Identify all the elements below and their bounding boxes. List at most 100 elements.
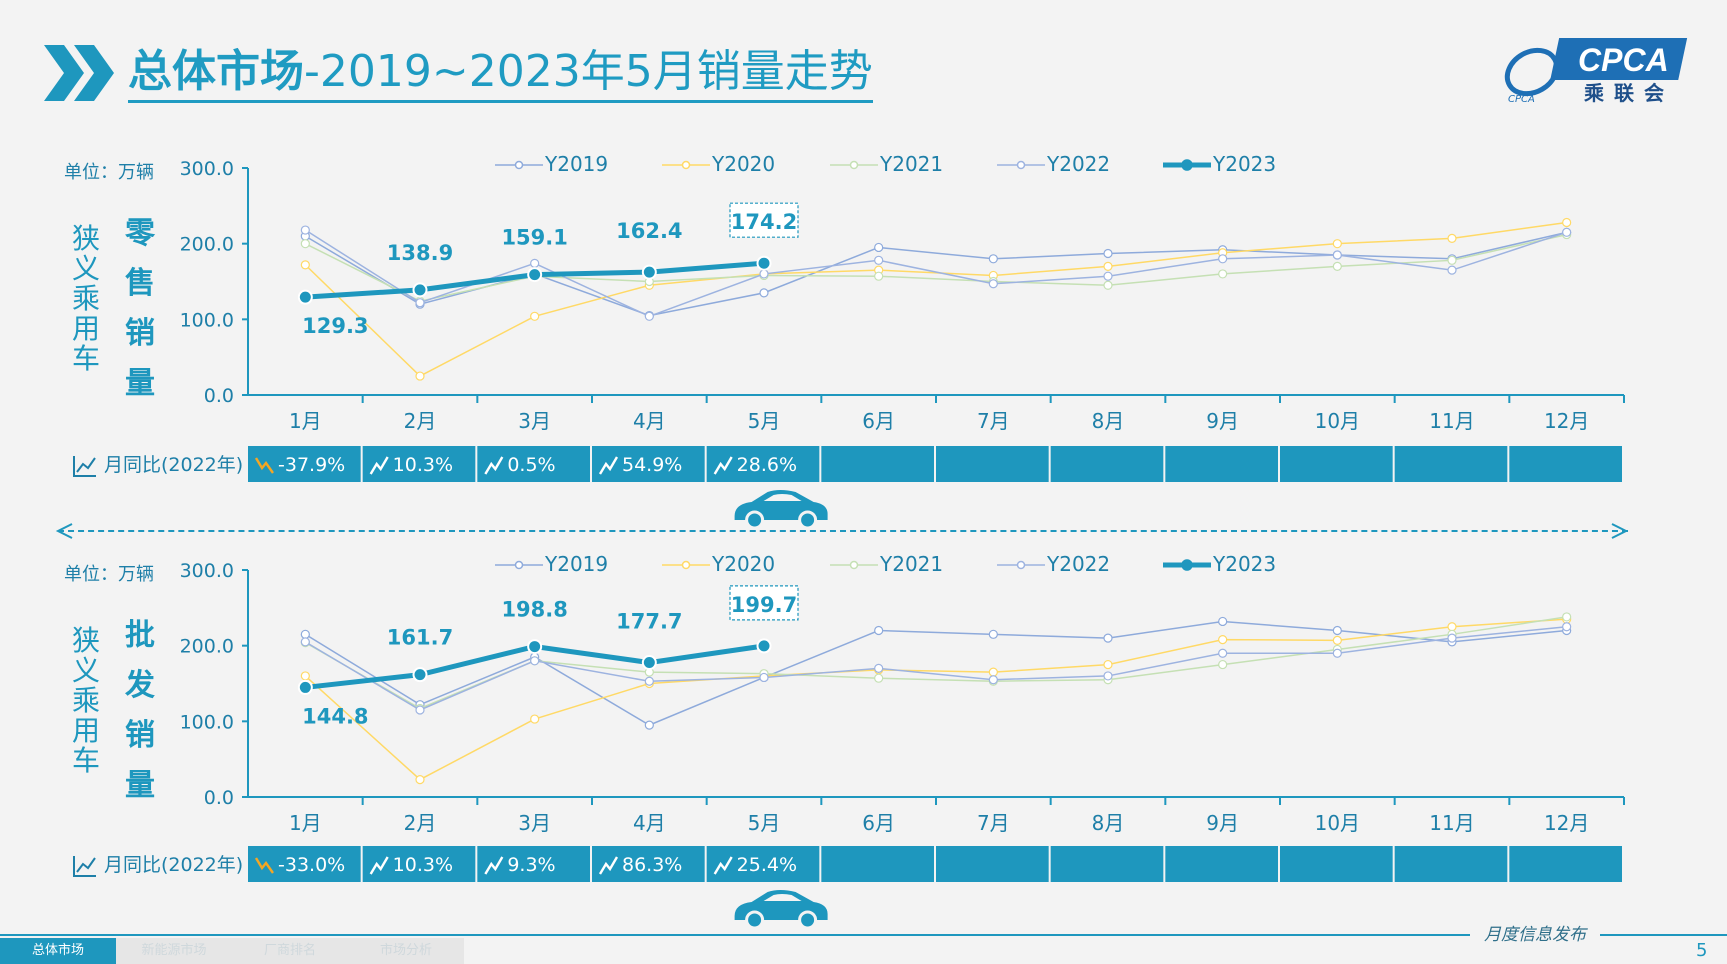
legend-label-Y2020: Y2020 [711, 552, 775, 576]
yoy-cell [1280, 446, 1393, 482]
yoy-value: 54.9% [622, 454, 682, 476]
data-point-Y2020 [530, 714, 540, 724]
car-icon [734, 890, 828, 930]
side-label-char: 发 [124, 668, 155, 703]
side-label-char: 用 [72, 312, 100, 345]
trend-up-icon [369, 856, 389, 875]
series-Y2020 [300, 217, 1572, 381]
trend-line [76, 457, 96, 473]
x-tick-label: 3月 [518, 409, 551, 433]
trend-up-line [369, 456, 389, 475]
yoy-cell [1050, 446, 1164, 482]
data-point-Y2020 [988, 667, 998, 677]
data-point-Y2022 [1218, 648, 1228, 658]
x-tick-label: 7月 [977, 409, 1010, 433]
yoy-cell [1509, 846, 1622, 882]
tab-market-analysis[interactable]: 市场分析 [348, 938, 464, 964]
yoy-cell [706, 846, 820, 882]
data-point-Y2023 [297, 289, 313, 305]
data-point-Y2021 [874, 271, 884, 281]
x-tick-label: 10月 [1315, 409, 1360, 433]
data-label: 159.1 [501, 226, 567, 250]
chevron-icon [44, 45, 114, 101]
tab-nev-market[interactable]: 新能源市场 [116, 938, 232, 964]
x-tick-label: 4月 [633, 811, 666, 835]
tab-maker-ranking[interactable]: 厂商排名 [232, 938, 348, 964]
data-point-Y2020 [300, 671, 310, 681]
x-tick-label: 7月 [977, 811, 1010, 835]
x-tick-label: 2月 [404, 409, 437, 433]
tab-overall-market[interactable]: 总体市场 [0, 938, 116, 964]
x-tick-label: 11月 [1429, 409, 1474, 433]
yoy-cell [362, 446, 476, 482]
trend-up-icon [598, 456, 619, 475]
yoy-value: 10.3% [393, 854, 453, 876]
x-tick-label: 2月 [404, 811, 437, 835]
yoy-value: 0.5% [507, 454, 555, 476]
legend-marker-Y2020 [681, 160, 691, 170]
data-point-Y2020 [415, 774, 425, 785]
highlight-box [729, 202, 799, 238]
data-point-Y2020 [1218, 635, 1228, 645]
series-Y2023 [297, 255, 772, 305]
trend-up-line [713, 456, 733, 475]
side-label-char: 车 [72, 744, 100, 777]
legend: Y2019 Y2020 Y2021 Y2022 Y2023 [495, 552, 1276, 576]
data-point-Y2022 [1332, 648, 1342, 658]
side-label-char: 量 [125, 768, 155, 803]
data-point-Y2022 [530, 656, 540, 666]
data-point-Y2022 [874, 255, 884, 265]
yoy-value: 10.3% [393, 454, 453, 476]
x-tick-label: 3月 [518, 811, 551, 835]
yoy-value: 28.6% [737, 454, 797, 476]
legend-marker-Y2022 [1016, 560, 1026, 570]
data-point-Y2022 [300, 637, 310, 647]
series-line-Y2022 [304, 229, 1567, 318]
series-line-Y2019 [304, 620, 1567, 726]
data-point-Y2022 [644, 311, 654, 321]
data-point-Y2020 [1447, 233, 1457, 243]
title-bar: 总体市场-2019~2023年5月销量走势 [44, 38, 873, 108]
data-point-Y2022 [415, 298, 425, 308]
yoy-label: 月同比(2022年) [104, 454, 243, 476]
trend-down-line [254, 857, 274, 874]
x-tick-label: 9月 [1206, 409, 1239, 433]
legend-marker-Y2019 [514, 160, 524, 170]
highlight-box [729, 585, 799, 621]
yoy-cell [936, 446, 1049, 482]
data-point-Y2021 [1218, 269, 1228, 279]
yoy-cell [362, 846, 476, 882]
y-tick-label: 200.0 [180, 234, 234, 256]
side-label-char: 销 [125, 316, 155, 351]
data-point-Y2019 [1103, 633, 1113, 643]
data-label: 198.8 [501, 598, 567, 622]
data-point-Y2022 [1218, 254, 1228, 264]
car-wheel [798, 510, 818, 530]
series-Y2022 [300, 622, 1572, 715]
series-line-Y2020 [304, 618, 1567, 781]
legend-label-Y2023: Y2023 [1212, 152, 1276, 176]
trend-chart-icon [73, 856, 96, 877]
side-label-char: 义 [72, 252, 100, 285]
yoy-cell [936, 846, 1049, 882]
data-labels: 144.8 161.7 198.8 177.7 199.7 [302, 585, 799, 728]
x-tick-label: 6月 [862, 811, 895, 835]
legend-marker-Y2020 [681, 560, 691, 570]
data-point-Y2019 [300, 629, 310, 639]
data-point-Y2022 [874, 663, 884, 673]
data-point-Y2023 [412, 282, 428, 298]
data-point-Y2022 [1103, 671, 1113, 681]
legend-label-Y2022: Y2022 [1046, 552, 1110, 576]
x-tick-label: 9月 [1206, 811, 1239, 835]
trend-chart-icon [73, 456, 96, 477]
data-point-Y2022 [644, 676, 654, 686]
data-point-Y2023 [641, 264, 657, 280]
data-label: 129.3 [302, 314, 368, 338]
data-point-Y2022 [759, 672, 769, 683]
yoy-cell [821, 446, 934, 482]
yoy-value: 25.4% [737, 854, 797, 876]
data-point-Y2023 [412, 667, 428, 683]
release-label: 月度信息发布 [1470, 920, 1600, 945]
